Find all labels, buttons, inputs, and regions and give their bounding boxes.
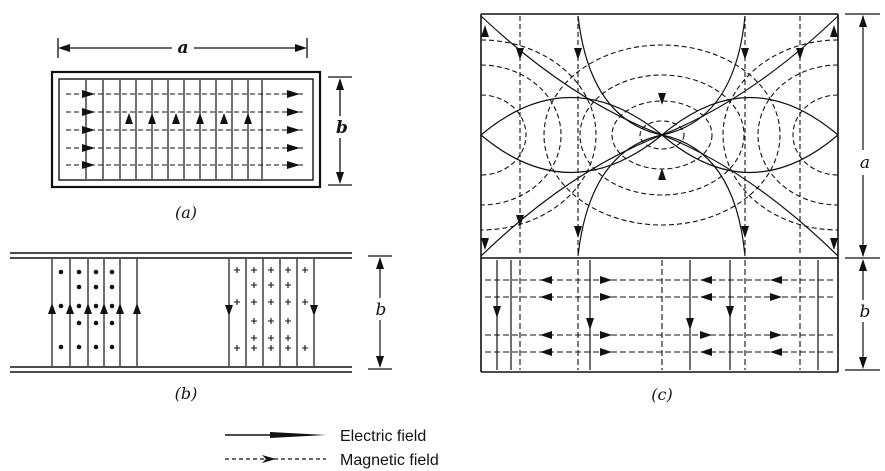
panel-c-lower-arrowheads	[493, 276, 782, 356]
panel-c-upper-label: a	[860, 153, 870, 173]
panel-c-frame	[480, 13, 839, 373]
dimension-b-arrow	[328, 76, 352, 186]
panel-b-caption: (b)	[175, 384, 198, 403]
panel-b-height-label: b	[376, 300, 387, 320]
panel-a-caption: (a)	[175, 203, 197, 222]
panel-c-caption: (c)	[651, 385, 672, 404]
panel-b-right-arrowheads	[225, 305, 318, 316]
panel-c-dimension-b	[845, 257, 880, 371]
panel-a-electric-arrowheads	[125, 113, 252, 124]
panel-b-walls	[10, 252, 352, 373]
legend-magnetic-label: Magnetic field	[340, 452, 439, 469]
panel-c-lower-label: b	[860, 302, 871, 322]
legend-electric-symbol	[225, 432, 326, 438]
panel-c-dimension-a	[845, 13, 880, 257]
panel-b-magnetic-dots	[58, 269, 115, 350]
panel-b-left-arrowheads	[48, 303, 141, 314]
panel-a-magnetic-arrowheads	[82, 90, 300, 169]
panel-a-magnetic-field-lines	[66, 93, 304, 166]
legend-electric-label: Electric field	[340, 428, 426, 445]
panel-a-height-label: b	[336, 118, 348, 138]
waveguide-inner-wall	[58, 78, 314, 181]
dimension-a-arrow	[57, 38, 308, 58]
panel-b-left-field-lines	[51, 259, 138, 366]
panel-a-waveguide-cross-section: a	[50, 38, 352, 222]
panel-a-width-label: a	[177, 38, 188, 58]
waveguide-outer-wall	[50, 70, 322, 189]
panel-b-dimension-arrow	[368, 255, 392, 370]
legend-magnetic-symbol	[225, 455, 326, 463]
panel-b-longitudinal-view: b (b)	[10, 252, 392, 403]
panel-c-electric-arcs	[480, 15, 839, 257]
panel-c-upper-arrowheads	[481, 25, 838, 250]
legend: Electric field Magnetic field	[225, 428, 439, 469]
panel-c-field-pattern: a b (c)	[480, 13, 880, 404]
panel-b-magnetic-crosses	[234, 267, 308, 351]
